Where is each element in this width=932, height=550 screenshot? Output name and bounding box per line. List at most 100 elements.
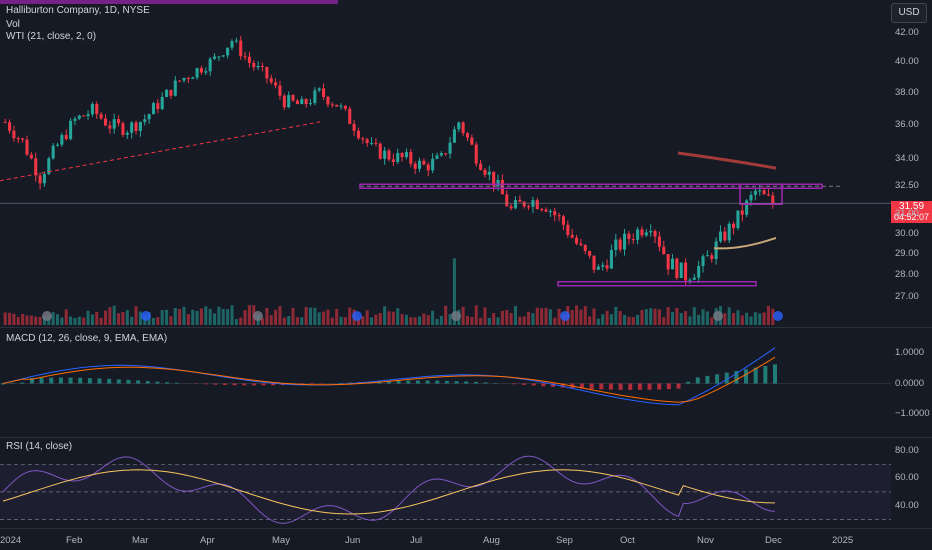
candle-body — [374, 142, 378, 144]
volume-bar — [12, 313, 16, 325]
macd-histogram-bar — [97, 378, 102, 384]
rsi-line — [2, 455, 776, 524]
volume-bar — [439, 315, 443, 325]
candle-body — [487, 171, 491, 175]
volume-bar — [762, 312, 766, 325]
macd-histogram-bar — [522, 383, 527, 385]
candle-body — [130, 122, 134, 133]
candle-body — [226, 47, 230, 56]
candle-body — [697, 266, 701, 278]
candle-body — [378, 143, 382, 159]
candle-body — [745, 200, 749, 215]
volume-bar — [675, 307, 679, 325]
candle-body — [570, 234, 574, 238]
candle-body — [596, 266, 600, 270]
candle-body — [274, 82, 278, 86]
volume-bar — [274, 309, 278, 325]
candle-body — [557, 215, 561, 217]
candle-body — [234, 40, 238, 42]
volume-bar — [121, 311, 125, 325]
volume-bar — [42, 316, 46, 325]
trendline — [0, 121, 321, 182]
volume-bar — [452, 258, 456, 325]
candle-body — [182, 78, 186, 81]
candle-body — [762, 190, 766, 195]
rsi-axis-tick: 40.00 — [895, 499, 919, 511]
macd-histogram-bar — [1, 383, 5, 385]
macd-histogram-bar — [20, 382, 25, 384]
volume-bar — [422, 313, 426, 325]
volume-bar — [657, 309, 661, 325]
macd-histogram-bar — [29, 377, 34, 384]
macd-histogram-bar — [213, 383, 218, 385]
macd-axis-tick: 1.0000 — [895, 346, 925, 358]
volume-bar — [348, 307, 352, 325]
macd-histogram-bar — [68, 377, 73, 384]
macd-histogram-bar — [387, 381, 391, 384]
pane-divider-macd[interactable] — [0, 327, 932, 328]
candle-body — [479, 163, 483, 170]
volume-bar — [622, 314, 627, 325]
volume-bar — [178, 309, 182, 325]
rsi-legend[interactable]: RSI (14, close) — [6, 441, 73, 452]
macd-histogram-bar — [753, 367, 758, 384]
volume-bar — [186, 314, 190, 325]
volume-bar — [370, 317, 374, 325]
macd-histogram-bar — [222, 383, 227, 385]
volume-bar — [544, 307, 548, 325]
volume-bar — [444, 305, 448, 325]
candle-body — [95, 103, 99, 115]
time-axis-tick: Jun — [345, 535, 361, 546]
volume-bar — [448, 314, 452, 325]
volume-bar — [60, 317, 64, 325]
volume-bar — [55, 314, 60, 325]
candle-body — [391, 159, 395, 163]
candle-body — [191, 77, 195, 79]
candle-body — [601, 265, 605, 267]
macd-axis-tick: −1.0000 — [895, 408, 930, 420]
macd-histogram-bar — [705, 375, 710, 384]
volume-bar — [339, 316, 343, 325]
candle-body — [749, 194, 753, 201]
price-axis-tick: 30.00 — [895, 227, 919, 239]
volume-bar — [291, 307, 295, 325]
event-marker — [352, 311, 362, 321]
candle-body — [714, 241, 718, 260]
candle-body — [165, 89, 169, 97]
pane-divider-rsi[interactable] — [0, 437, 932, 438]
candle-body — [269, 78, 273, 83]
symbol-legend[interactable]: Halliburton Company, 1D, NYSE — [6, 5, 150, 16]
candle-body — [16, 138, 20, 140]
macd-histogram-bar — [599, 383, 604, 390]
candle-body — [771, 195, 775, 204]
candle-body — [413, 163, 417, 169]
volume-bar — [418, 316, 422, 325]
volume-bar — [191, 309, 195, 325]
candle-body — [418, 160, 422, 169]
rsi-axis-tick: 80.00 — [895, 444, 919, 456]
macd-histogram-bar — [251, 383, 256, 386]
candle-body — [143, 119, 147, 122]
time-axis-tick: Nov — [697, 535, 714, 546]
macd-histogram-bar — [271, 383, 276, 386]
candle-body — [732, 223, 736, 229]
volume-bar — [413, 317, 417, 325]
candle-body — [710, 255, 714, 260]
wti-legend[interactable]: WTI (21, close, 2, 0) — [6, 31, 97, 42]
volume-bar — [483, 307, 487, 325]
volume-bar — [692, 307, 696, 325]
candle-body — [42, 174, 46, 184]
macd-histogram-bar — [338, 382, 343, 384]
macd-legend[interactable]: MACD (12, 26, close, 9, EMA, EMA) — [6, 333, 168, 344]
candle-body — [8, 122, 12, 131]
currency-button[interactable]: USD — [891, 3, 927, 23]
candle-body — [766, 194, 770, 196]
macd-histogram-bar — [628, 383, 633, 390]
volume-bar — [465, 315, 470, 325]
volume-bar — [378, 312, 382, 325]
volume-legend[interactable]: Vol — [6, 19, 20, 30]
volume-bar — [548, 309, 552, 325]
candle-body — [291, 95, 295, 101]
macd-histogram-bar — [666, 383, 671, 390]
